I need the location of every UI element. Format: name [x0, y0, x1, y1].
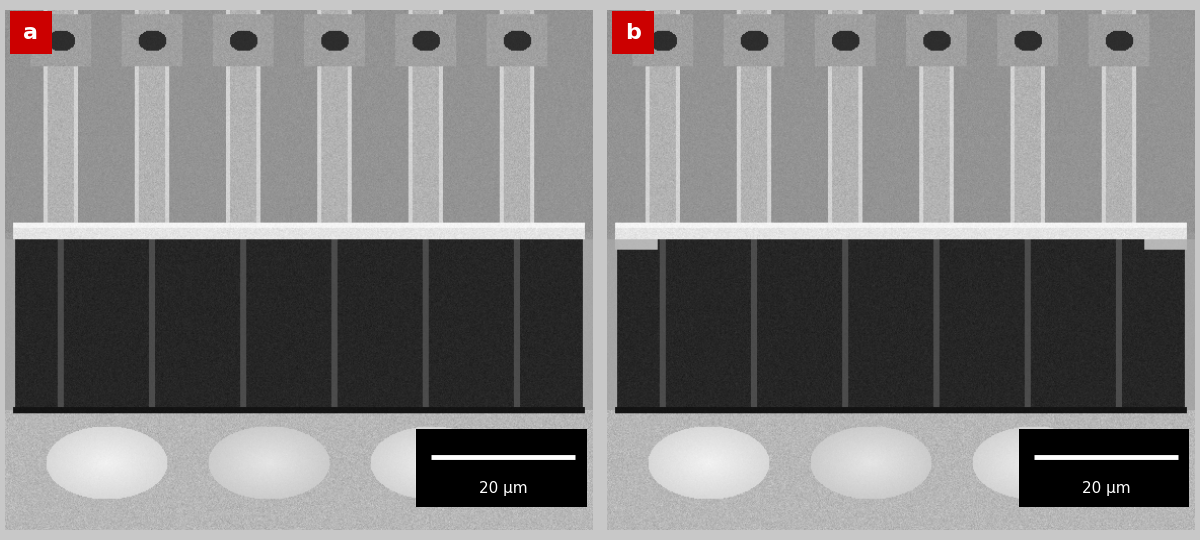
Text: 20 μm: 20 μm [479, 481, 528, 496]
Text: a: a [23, 23, 38, 43]
FancyBboxPatch shape [1019, 429, 1189, 507]
Text: 20 μm: 20 μm [1081, 481, 1130, 496]
Text: b: b [625, 23, 641, 43]
FancyBboxPatch shape [612, 11, 654, 54]
FancyBboxPatch shape [10, 11, 52, 54]
FancyBboxPatch shape [416, 429, 587, 507]
